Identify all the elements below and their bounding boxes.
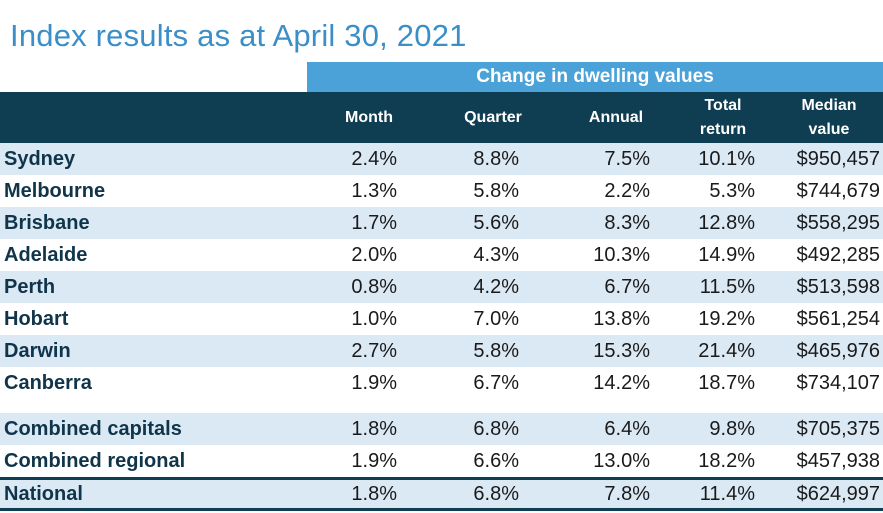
row-label: Perth (4, 276, 56, 298)
cell-annual: 2.2% (604, 180, 650, 202)
cell-annual: 8.3% (604, 212, 650, 234)
cell-annual: 10.3% (593, 244, 650, 266)
row-label: Darwin (4, 340, 71, 362)
row-label: Hobart (4, 308, 69, 330)
header-month: Month (345, 108, 393, 126)
cell-total-return: 5.3% (709, 180, 755, 202)
cell-total-return: 14.9% (698, 244, 755, 266)
header-total-return-line1: Total (704, 96, 742, 114)
cell-total-return: 18.7% (698, 372, 755, 394)
cell-quarter: 6.8% (473, 483, 519, 505)
cell-quarter: 5.8% (473, 180, 519, 202)
header-median-value-line2: value (808, 120, 850, 138)
page-title: Index results as at April 30, 2021 (10, 18, 467, 53)
table-row: Darwin 2.7% 5.8% 15.3% 21.4% $465,976 (0, 335, 883, 367)
cell-month: 2.7% (351, 340, 397, 362)
row-label: Combined regional (4, 450, 186, 472)
table-row-combined: Combined capitals 1.8% 6.8% 6.4% 9.8% $7… (0, 413, 883, 445)
cell-quarter: 5.6% (473, 212, 519, 234)
row-label: Melbourne (4, 180, 106, 202)
cell-total-return: 19.2% (698, 308, 755, 330)
cell-median-value: $558,295 (796, 212, 880, 234)
header-total-return: Total return (688, 92, 758, 143)
cell-month: 1.9% (351, 372, 397, 394)
cell-median-value: $561,254 (796, 308, 880, 330)
cell-total-return: 21.4% (698, 340, 755, 362)
table-row-combined: Combined regional 1.9% 6.6% 13.0% 18.2% … (0, 445, 883, 477)
table-row-national: National 1.8% 6.8% 7.8% 11.4% $624,997 (0, 477, 883, 511)
row-label: Brisbane (4, 212, 90, 234)
cell-quarter: 4.3% (473, 244, 519, 266)
table-row: Adelaide 2.0% 4.3% 10.3% 14.9% $492,285 (0, 239, 883, 271)
header-total-return-line2: return (699, 120, 747, 138)
cell-month: 1.8% (351, 483, 397, 505)
cell-annual: 6.4% (604, 418, 650, 440)
table-body: Sydney 2.4% 8.8% 7.5% 10.1% $950,457 Mel… (0, 143, 883, 511)
row-label: Sydney (4, 148, 76, 170)
cell-annual: 7.5% (604, 148, 650, 170)
cell-month: 2.0% (351, 244, 397, 266)
row-label: National (4, 483, 83, 505)
table-row: Hobart 1.0% 7.0% 13.8% 19.2% $561,254 (0, 303, 883, 335)
table-row: Brisbane 1.7% 5.6% 8.3% 12.8% $558,295 (0, 207, 883, 239)
cell-total-return: 9.8% (709, 418, 755, 440)
cell-quarter: 6.8% (473, 418, 519, 440)
cell-month: 1.7% (351, 212, 397, 234)
cell-month: 1.9% (351, 450, 397, 472)
cell-annual: 13.8% (593, 308, 650, 330)
cell-quarter: 7.0% (473, 308, 519, 330)
row-label: Canberra (4, 372, 92, 394)
row-label: Adelaide (4, 244, 88, 266)
cell-month: 0.8% (351, 276, 397, 298)
cell-median-value: $734,107 (796, 372, 880, 394)
cell-total-return: 11.5% (699, 276, 755, 298)
cell-annual: 13.0% (593, 450, 650, 472)
cell-median-value: $457,938 (796, 450, 880, 472)
cell-quarter: 5.8% (473, 340, 519, 362)
cell-total-return: 11.4% (699, 483, 755, 505)
cell-median-value: $705,375 (796, 418, 880, 440)
row-label: Combined capitals (4, 418, 182, 440)
cell-total-return: 12.8% (698, 212, 755, 234)
cell-median-value: $513,598 (796, 276, 880, 298)
cell-annual: 6.7% (604, 276, 650, 298)
header-quarter: Quarter (464, 108, 522, 126)
cell-quarter: 4.2% (473, 276, 519, 298)
cell-month: 2.4% (351, 148, 397, 170)
cell-month: 1.8% (351, 418, 397, 440)
cell-quarter: 6.7% (473, 372, 519, 394)
change-in-dwelling-values-header: Change in dwelling values (307, 62, 883, 92)
cell-annual: 15.3% (593, 340, 650, 362)
cell-month: 1.0% (351, 308, 397, 330)
cell-median-value: $465,976 (796, 340, 880, 362)
cell-median-value: $624,997 (796, 483, 880, 505)
cell-median-value: $744,679 (796, 180, 880, 202)
header-annual: Annual (588, 108, 644, 126)
table-row: Perth 0.8% 4.2% 6.7% 11.5% $513,598 (0, 271, 883, 303)
cell-median-value: $950,457 (796, 148, 880, 170)
cell-total-return: 18.2% (698, 450, 755, 472)
header-median-value-line1: Median (801, 96, 857, 114)
cell-total-return: 10.1% (698, 148, 755, 170)
table-row: Canberra 1.9% 6.7% 14.2% 18.7% $734,107 (0, 367, 883, 399)
cell-median-value: $492,285 (796, 244, 880, 266)
header-median-value: Median value (785, 92, 873, 143)
cell-month: 1.3% (351, 180, 397, 202)
row-gap (0, 399, 883, 413)
cell-annual: 14.2% (593, 372, 650, 394)
cell-quarter: 6.6% (473, 450, 519, 472)
table-row: Melbourne 1.3% 5.8% 2.2% 5.3% $744,679 (0, 175, 883, 207)
cell-annual: 7.8% (604, 483, 650, 505)
cell-quarter: 8.8% (473, 148, 519, 170)
table-header: Month Quarter Annual Total return Median v… (0, 92, 883, 143)
table-row: Sydney 2.4% 8.8% 7.5% 10.1% $950,457 (0, 143, 883, 175)
